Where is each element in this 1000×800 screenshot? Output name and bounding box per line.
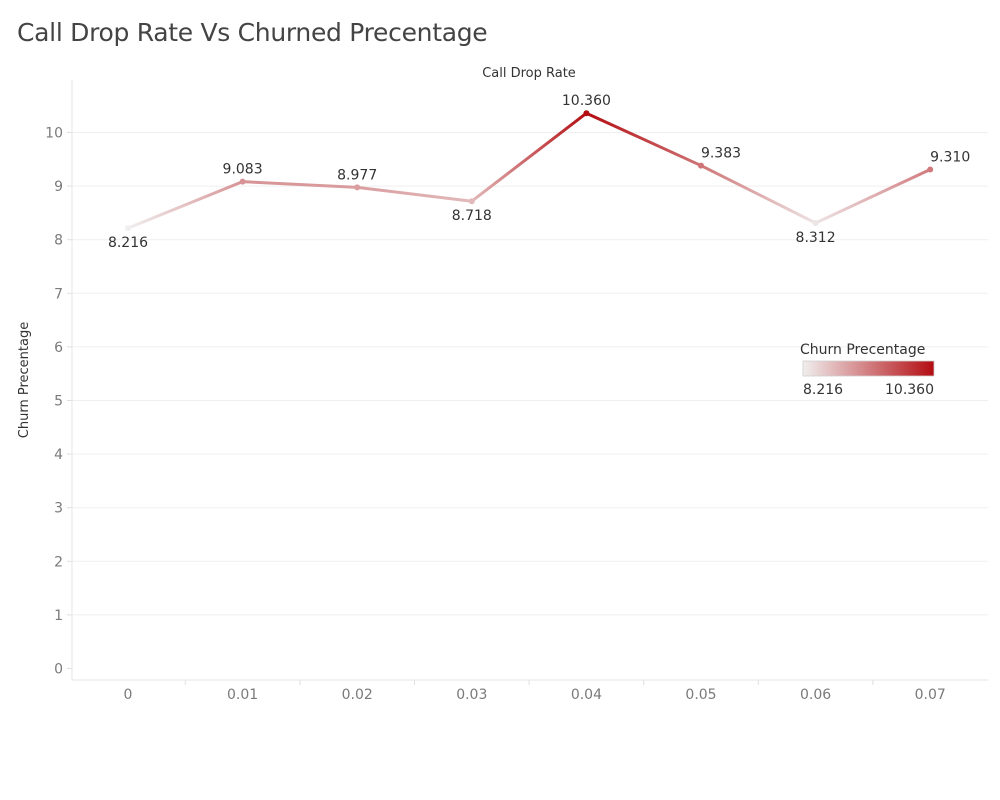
data-point[interactable] xyxy=(812,219,819,226)
x-tick-label: 0.06 xyxy=(800,687,831,703)
axes: 0 1 2 3 4 5 6 7 8 9 10 0 0.01 0.02 0.03 0.04 0.05 0.06 0.0… xyxy=(45,80,988,703)
x-tick-label: 0 xyxy=(124,687,133,703)
data-point[interactable] xyxy=(354,184,361,191)
color-legend: Churn Precentage 8.216 10.360 xyxy=(800,342,935,398)
data-point[interactable] xyxy=(239,178,246,185)
series-line-segment xyxy=(814,167,932,225)
y-tick-label: 9 xyxy=(54,179,63,195)
series-line-segment xyxy=(355,185,474,203)
data-point[interactable] xyxy=(125,225,131,232)
data-point[interactable] xyxy=(698,162,704,169)
chart-title: Call Drop Rate Vs Churned Precentage xyxy=(17,18,488,47)
series-line-segment xyxy=(699,164,818,225)
data-label: 8.312 xyxy=(796,230,836,246)
series-line-segment xyxy=(241,180,359,189)
x-tick-label: 0.03 xyxy=(456,687,487,703)
data-point[interactable] xyxy=(927,166,934,173)
data-point[interactable] xyxy=(583,110,590,117)
data-label: 8.216 xyxy=(108,235,148,251)
data-labels: 8.216 9.083 8.977 8.718 10.360 9.383 8.312 9.31… xyxy=(108,93,970,251)
gridlines xyxy=(72,132,988,616)
data-point[interactable] xyxy=(468,198,475,205)
x-tick-label: 0.01 xyxy=(227,687,258,703)
y-tick-label: 8 xyxy=(54,233,63,249)
y-tick-label: 0 xyxy=(54,662,63,678)
series-points xyxy=(125,110,934,232)
series-line-segment xyxy=(584,111,703,168)
y-tick-label: 7 xyxy=(54,286,63,302)
x-tick-label: 0.02 xyxy=(342,687,373,703)
legend-title: Churn Precentage xyxy=(800,342,925,358)
x-tick-label: 0.07 xyxy=(915,687,946,703)
y-tick-label: 1 xyxy=(54,608,63,624)
series-line-segment xyxy=(126,180,245,230)
y-tick-label: 2 xyxy=(54,554,63,570)
data-label: 9.310 xyxy=(930,149,970,165)
x-axis-title: Call Drop Rate xyxy=(482,66,576,81)
data-label: 10.360 xyxy=(562,93,611,109)
y-axis-title: Churn Precentage xyxy=(17,322,32,438)
legend-min-label: 8.216 xyxy=(803,382,843,398)
data-label: 8.977 xyxy=(337,167,377,183)
y-tick-label: 4 xyxy=(54,447,63,463)
legend-max-label: 10.360 xyxy=(885,382,934,398)
x-tick-label: 0.05 xyxy=(685,687,716,703)
series-line-segment xyxy=(470,111,588,203)
y-tick-label: 5 xyxy=(54,394,63,410)
data-label: 8.718 xyxy=(452,208,492,224)
data-label: 9.083 xyxy=(223,162,263,178)
y-tick-label: 10 xyxy=(45,126,63,142)
data-label: 9.383 xyxy=(701,146,741,162)
y-tick-label: 6 xyxy=(54,340,63,356)
y-tick-label: 3 xyxy=(54,501,63,517)
legend-gradient-bar xyxy=(802,360,935,377)
series-lines xyxy=(126,111,932,230)
x-tick-label: 0.04 xyxy=(571,687,602,703)
